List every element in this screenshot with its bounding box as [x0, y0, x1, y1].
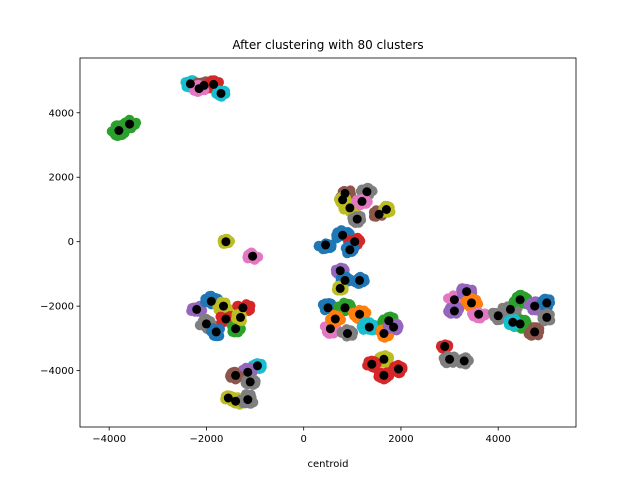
centroid-point — [362, 187, 372, 197]
y-tick-label: −2000 — [40, 302, 74, 313]
centroid-point — [508, 317, 518, 327]
centroid-point — [505, 304, 515, 314]
centroid-point — [449, 295, 459, 305]
centroid-point — [384, 316, 394, 326]
centroid-point — [515, 295, 525, 305]
centroid-point — [245, 377, 255, 387]
centroid-point — [462, 287, 472, 297]
centroid-point — [221, 314, 231, 324]
centroid-point — [338, 195, 348, 205]
centroid-point — [340, 303, 350, 313]
centroid-point — [445, 354, 455, 364]
centroid-point — [238, 303, 248, 313]
centroid-point — [243, 395, 253, 405]
centroid-point — [379, 329, 389, 338]
centroid-point — [493, 311, 503, 321]
centroid-point — [206, 296, 216, 306]
centroid-point — [221, 237, 231, 247]
centroid-point — [530, 301, 540, 311]
centroid-point — [211, 327, 221, 337]
centroid-point — [449, 306, 459, 316]
centroid-point — [389, 322, 399, 332]
centroid-point — [474, 309, 484, 319]
cluster-point — [497, 302, 508, 313]
x-tick-label: 0 — [300, 434, 306, 445]
x-tick-label: 2000 — [388, 434, 413, 445]
x-axis-ticks: −4000 −2000 0 2000 4000 — [92, 427, 511, 445]
centroid-point — [248, 251, 258, 261]
centroid-point — [335, 283, 345, 293]
centroid-point — [343, 329, 352, 338]
centroid-point — [350, 237, 360, 247]
centroid-point — [330, 314, 340, 324]
centroid-point — [515, 319, 525, 329]
centroid-point — [367, 359, 377, 369]
centroid-point — [374, 209, 384, 219]
centroid-point — [125, 119, 135, 129]
x-tick-label: −2000 — [190, 434, 224, 445]
plot-area-frame — [79, 57, 577, 428]
centroid-point — [381, 205, 391, 214]
centroid-point — [194, 84, 204, 94]
centroid-point — [394, 364, 403, 374]
centroid-point — [201, 319, 211, 329]
centroid-point — [379, 354, 389, 364]
centroid-point — [345, 245, 355, 255]
centroid-markers — [114, 79, 552, 406]
centroid-point — [345, 203, 355, 213]
x-tick-label: 4000 — [485, 434, 510, 445]
centroid-point — [542, 298, 552, 308]
centroid-point — [321, 240, 331, 250]
chart-title: After clustering with 80 clusters — [232, 38, 423, 52]
y-tick-label: 2000 — [49, 173, 74, 184]
centroid-point — [340, 275, 350, 285]
centroid-point — [542, 312, 552, 322]
centroid-point — [231, 370, 241, 380]
centroid-point — [185, 79, 195, 89]
centroid-point — [357, 196, 367, 206]
centroid-point — [231, 324, 241, 334]
centroid-point — [379, 370, 389, 380]
centroid-point — [530, 327, 540, 337]
centroid-point — [231, 396, 241, 406]
x-axis-label: centroid — [307, 459, 348, 470]
centroid-point — [114, 126, 124, 135]
centroid-point — [209, 79, 219, 89]
centroid-point — [338, 230, 348, 240]
centroid-point — [323, 303, 333, 313]
centroid-point — [467, 298, 476, 308]
centroid-point — [216, 88, 226, 98]
y-tick-label: 4000 — [49, 108, 74, 119]
centroid-point — [236, 312, 245, 322]
centroid-point — [219, 301, 228, 311]
y-tick-label: −4000 — [40, 366, 74, 377]
centroid-point — [192, 304, 202, 314]
x-tick-label: −4000 — [92, 434, 126, 445]
centroid-point — [223, 393, 233, 403]
centroid-point — [355, 275, 365, 285]
centroid-point — [440, 341, 450, 351]
centroid-point — [335, 266, 345, 276]
centroid-point — [352, 214, 362, 224]
centroid-point — [243, 367, 253, 377]
centroid-point — [325, 324, 335, 334]
centroid-point — [364, 322, 374, 332]
y-axis-ticks: −4000 −2000 0 2000 4000 — [40, 108, 80, 377]
y-tick-label: 0 — [68, 237, 74, 248]
centroid-point — [459, 356, 469, 366]
centroid-point — [253, 361, 262, 371]
centroid-point — [355, 309, 365, 319]
